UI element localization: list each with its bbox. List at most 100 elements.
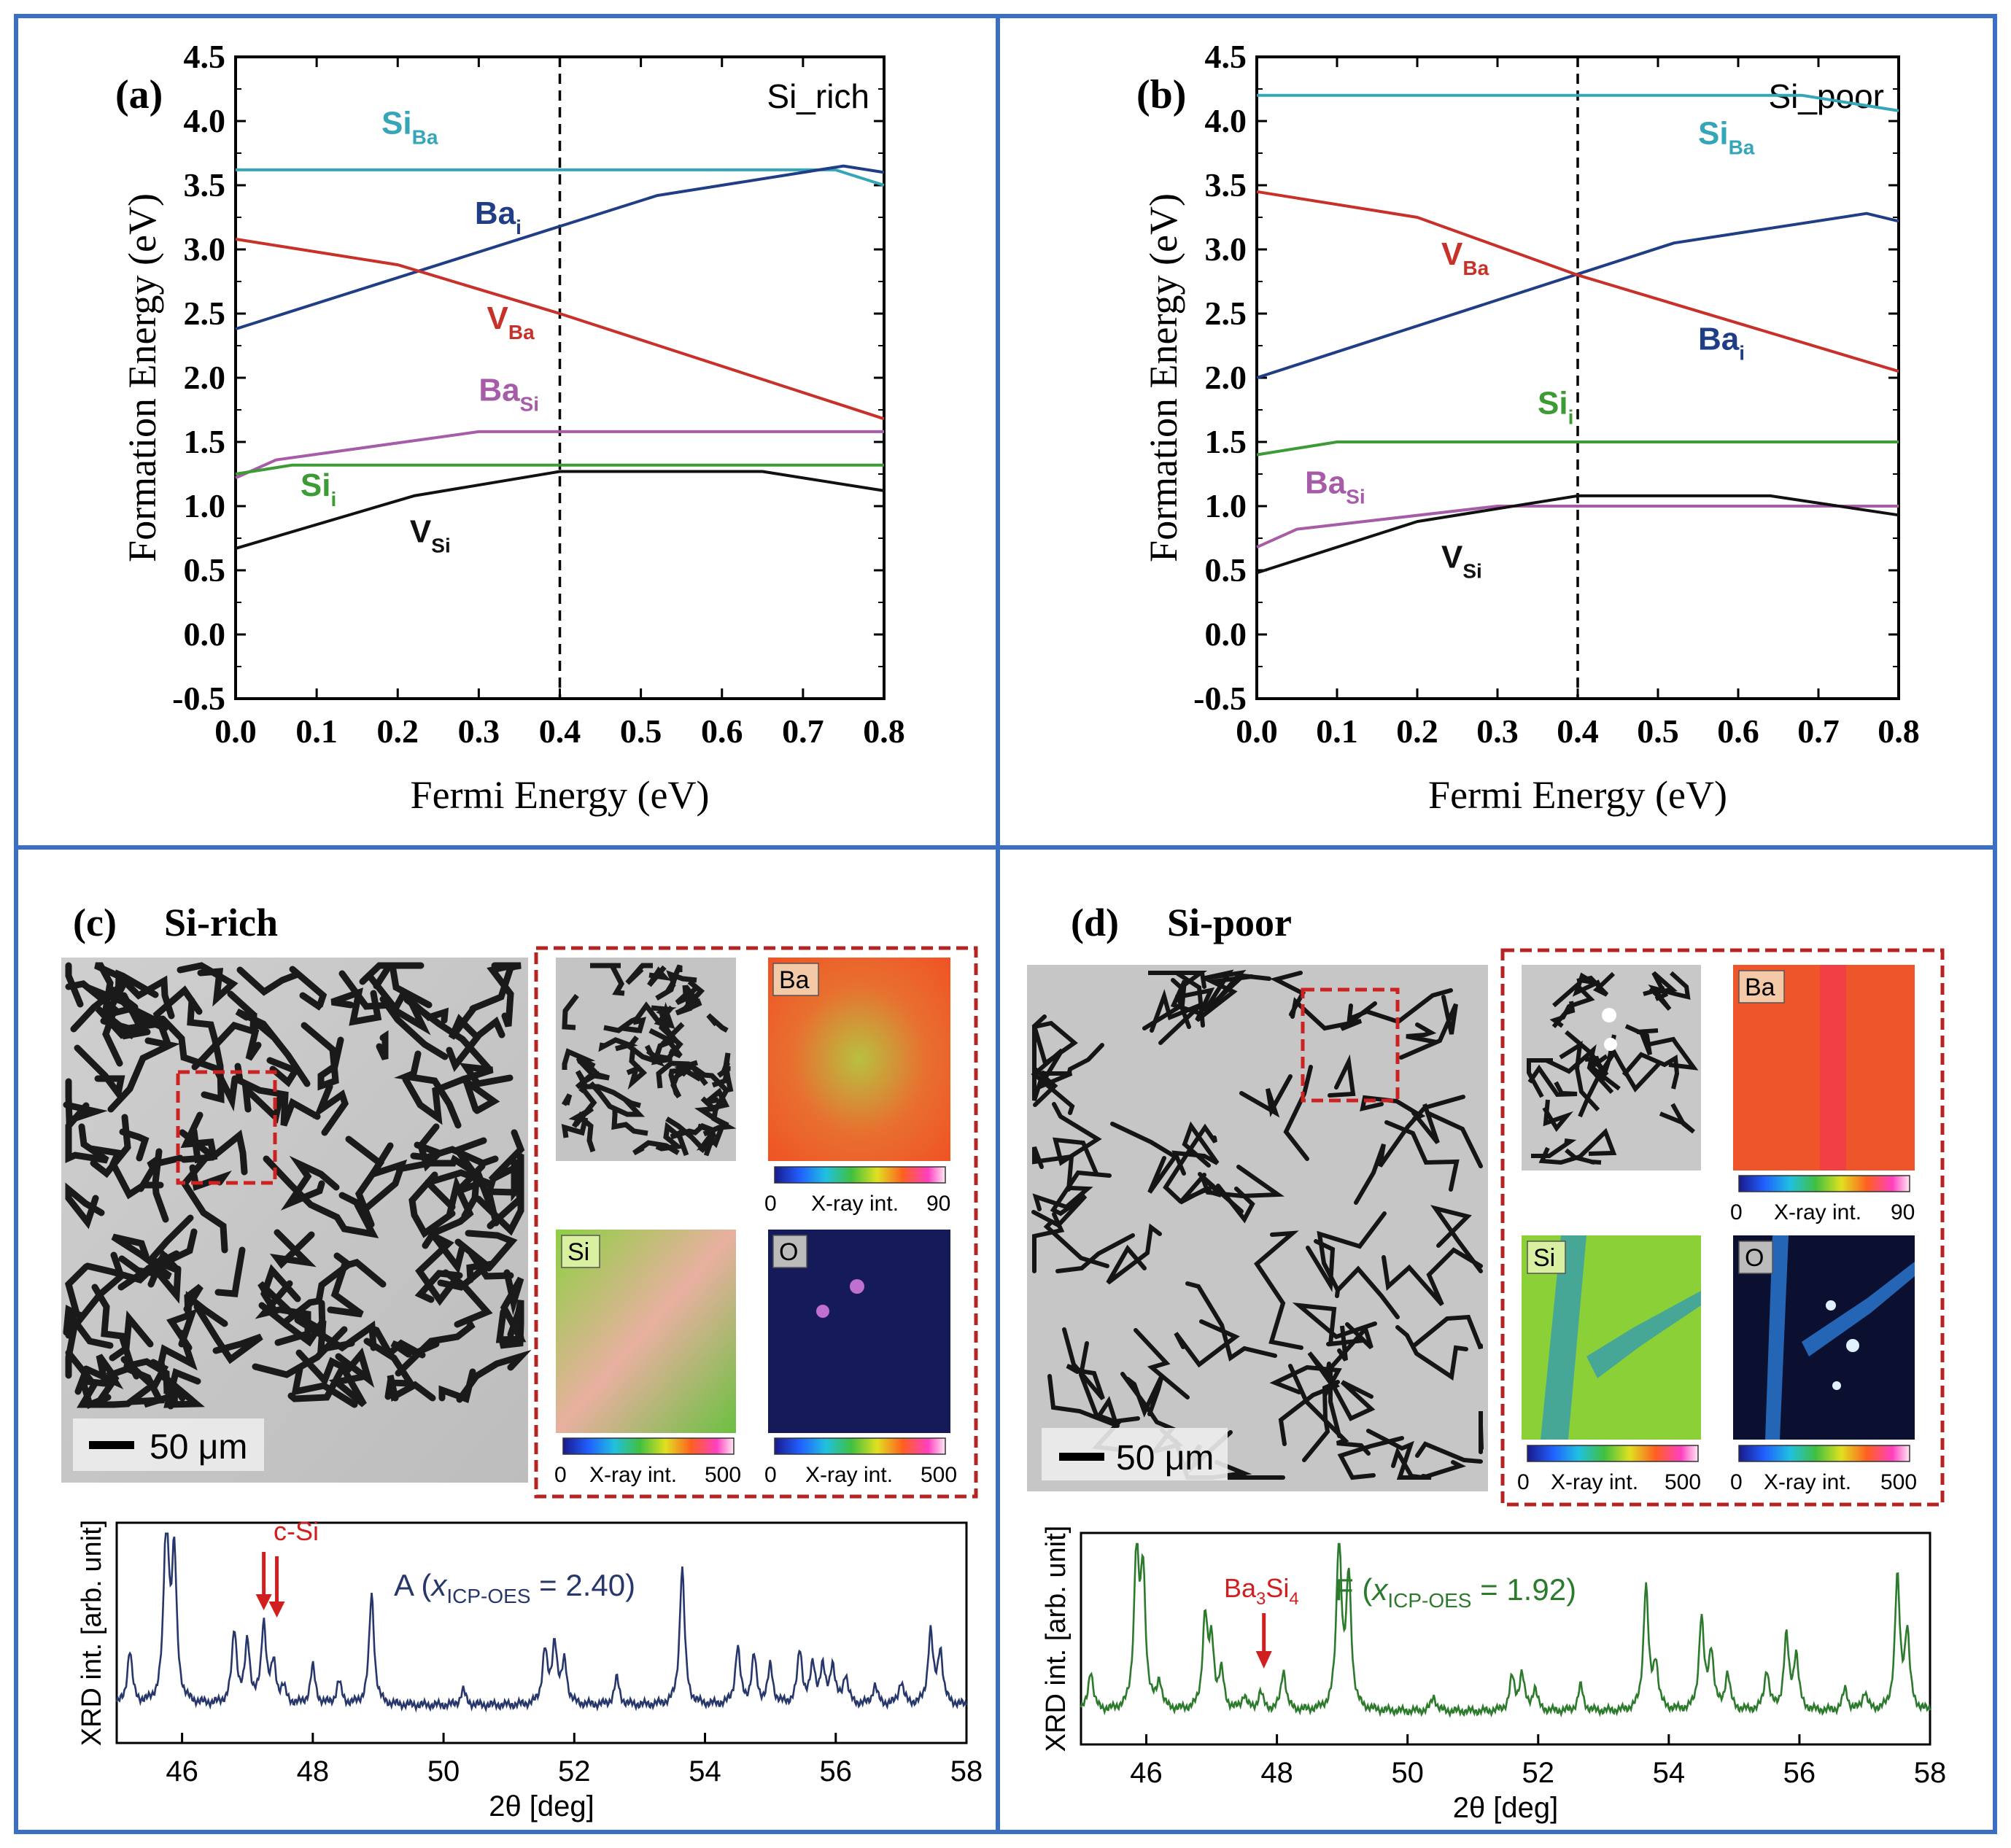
grain-boundary <box>1354 1095 1465 1205</box>
grain-boundary <box>177 962 239 1007</box>
grain-boundary <box>338 1142 408 1212</box>
grain-boundary <box>665 1117 705 1152</box>
grain-boundary <box>180 1129 248 1176</box>
grain-boundary <box>1572 972 1601 997</box>
y-tick-label: 3.0 <box>1205 230 1247 268</box>
colorbar-d-ba-label: X-ray int. <box>1774 1200 1861 1224</box>
colorbar-d-ba-max: 90 <box>1891 1200 1915 1224</box>
grain-boundary <box>448 1004 480 1040</box>
colorbar-c-ba <box>774 1166 946 1184</box>
grain-boundary <box>109 1310 154 1362</box>
grain-boundary <box>1125 1374 1164 1418</box>
series-line-basi <box>1256 505 1899 549</box>
grain-boundary <box>234 1063 321 1127</box>
grain-boundary <box>1659 1103 1695 1134</box>
x-tick-label: 0.8 <box>863 713 905 750</box>
y-axis-label: Formation Energy (eV) <box>1142 193 1185 562</box>
grain-boundary <box>1032 1069 1045 1101</box>
colorbar-d-o-max: 500 <box>1880 1470 1917 1494</box>
xrd-x-axis-label: 2θ [deg] <box>1453 1792 1559 1824</box>
x-tick-label: 0.4 <box>539 713 581 750</box>
xrd-frame-d <box>1080 1531 1931 1746</box>
sem-image-c: 50 μm <box>61 958 532 1483</box>
grain-boundary <box>191 1021 262 1071</box>
grain-boundary <box>1269 971 1306 1017</box>
x-tick-label: 0.1 <box>295 713 338 750</box>
grain-boundary <box>1415 1441 1483 1464</box>
grain-boundary <box>119 1128 150 1162</box>
x-tick-label: 0.5 <box>1637 713 1679 750</box>
series-line-bai <box>1256 211 1899 379</box>
grain-boundary <box>1097 1396 1140 1424</box>
y-tick-label: -0.5 <box>172 680 225 717</box>
grain-boundary <box>1648 1036 1699 1071</box>
grain-boundary <box>465 1230 518 1272</box>
panel-d-title: Si-poor <box>1167 901 1292 944</box>
xrd-c-sample-label: A (xICP-OES = 2.40) <box>394 1568 635 1607</box>
grain-boundary <box>301 1022 344 1091</box>
y-tick-label: 2.5 <box>1205 295 1247 332</box>
grain-boundary <box>330 987 382 1026</box>
xrd-pattern-line <box>115 1532 968 1713</box>
colorbar-c-o-label: X-ray int. <box>805 1463 893 1487</box>
xrd-x-tick-label: 58 <box>950 1755 983 1787</box>
xrd-x-tick-label: 58 <box>1914 1757 1947 1789</box>
grain-boundary <box>1043 1219 1109 1268</box>
xrd-chart-d: 46 48 50 52 54 56 58 2θ [deg] XRD int. [arb. uni… <box>1041 1526 1946 1824</box>
grain-boundary <box>668 1067 688 1099</box>
eds-d-ba-label: Ba <box>1745 974 1775 1001</box>
eds-maps-c: Ba 0 X-ray int. 90 Si 0 X-ray int. 500 O… <box>534 946 978 1499</box>
grain-boundary <box>647 965 671 987</box>
grain-boundary <box>590 963 625 996</box>
grain-boundary <box>1306 1239 1336 1292</box>
grain-boundary <box>295 1349 343 1387</box>
grain-boundary <box>1328 1054 1356 1098</box>
x-tick-label: 0.8 <box>1878 713 1920 750</box>
series-label-vsi: VSi <box>1441 539 1482 582</box>
grain-boundary <box>611 1109 648 1136</box>
grain-boundary <box>459 1063 514 1113</box>
grain-boundary <box>84 969 159 1005</box>
colorbar-c-si-label: X-ray int. <box>589 1463 677 1487</box>
series-label-vba: VBa <box>1441 236 1489 279</box>
grain-boundary <box>1163 1123 1217 1204</box>
grain-boundary <box>376 1030 389 1060</box>
xrd-x-tick-label: 52 <box>1522 1757 1555 1789</box>
y-tick-label: 3.0 <box>184 230 226 268</box>
grain-boundary <box>338 970 399 1010</box>
xrd-x-tick-label: 48 <box>297 1755 330 1787</box>
xrd-c-arrowhead <box>268 1602 285 1618</box>
y-tick-label: 1.5 <box>1205 423 1247 460</box>
panel-label: (a) <box>115 72 163 117</box>
grain-boundary <box>625 963 653 985</box>
grain-boundary <box>403 996 492 1071</box>
colorbar-c-ba-label: X-ray int. <box>811 1192 899 1216</box>
eds-c-ba-label: Ba <box>779 966 810 994</box>
grain-boundary <box>488 1129 525 1188</box>
grain-boundary <box>1384 1120 1460 1192</box>
sem-image-d: 50 μm <box>1027 965 1488 1491</box>
grain-boundary <box>394 1050 462 1129</box>
xrd-d-annotation: Ba3Si4 <box>1224 1573 1299 1609</box>
grain-boundary <box>1052 1102 1102 1176</box>
colorbar-c-si-max: 500 <box>705 1463 741 1487</box>
series-label-sii: Sii <box>301 467 336 510</box>
xrd-x-axis-label: 2θ [deg] <box>489 1790 594 1822</box>
grain-boundary <box>117 1261 182 1304</box>
grain-boundary <box>408 1171 456 1238</box>
grain-boundary <box>1031 1014 1078 1067</box>
x-tick-label: 0.3 <box>1476 713 1519 750</box>
grain-boundary <box>187 997 225 1103</box>
grain-boundary <box>193 1303 263 1364</box>
grain-boundary <box>1413 1314 1483 1350</box>
grain-boundary <box>1406 1022 1438 1044</box>
xrd-x-tick-label: 46 <box>166 1755 198 1787</box>
grain-boundary <box>1032 1186 1093 1211</box>
xrd-x-tick-label: 50 <box>1391 1757 1424 1789</box>
grain-boundary <box>373 962 425 990</box>
grain-boundary <box>63 1305 85 1336</box>
grain-boundary <box>108 986 168 1032</box>
panel-c-label: (c) <box>73 901 117 944</box>
grain-boundary <box>235 1008 311 1087</box>
y-tick-label: 3.5 <box>184 166 226 203</box>
